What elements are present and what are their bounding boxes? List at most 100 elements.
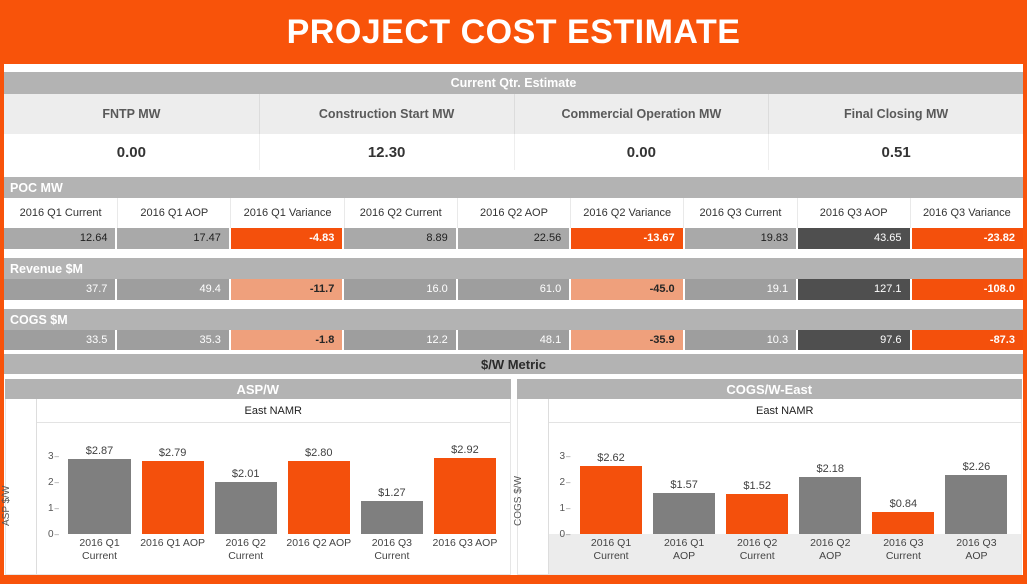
bar[interactable] xyxy=(579,465,643,534)
x-category-line: 2016 Q3 xyxy=(956,537,997,549)
bar[interactable] xyxy=(872,512,935,534)
matrix-cell[interactable]: -23.82 xyxy=(911,228,1023,249)
bar-slot: $2.92 xyxy=(428,423,501,534)
matrix-cell[interactable]: -1.8 xyxy=(230,330,343,350)
y-axis-strip: ASP $/W xyxy=(1,399,36,574)
bar-slot: $2.87 xyxy=(63,423,136,534)
bar-value-label: $2.18 xyxy=(816,463,845,476)
x-category-label: 2016 Q1 Current xyxy=(63,537,136,574)
x-category-line: Current xyxy=(885,550,921,562)
y-axis-title: ASP $/W xyxy=(1,485,12,526)
y-tick-label: 1 xyxy=(45,503,59,514)
y-axis-title: COGS $/W xyxy=(512,475,524,526)
matrix-column-header: 2016 Q2 Variance xyxy=(570,198,683,228)
matrix-cell[interactable]: 17.47 xyxy=(117,228,229,249)
matrix-column-header: 2016 Q3 AOP xyxy=(796,198,910,228)
matrix-value-row: 33.5 35.3 -1.8 12.2 48.1 -35.9 10.3 97.6 -87.3 xyxy=(4,330,1023,350)
metric-label: Construction Start MW xyxy=(258,94,514,134)
chart-main: East NAMR $2.62 $1.57 $1.52 $2.18 $0.84 $2.26… xyxy=(547,399,1021,574)
x-category-label: 2016 Q2 Current xyxy=(209,537,282,574)
matrix-cell[interactable]: 49.4 xyxy=(117,279,229,300)
bar[interactable] xyxy=(799,477,862,534)
x-category-label: 2016 Q1 AOP xyxy=(648,537,721,574)
bar-value-label: $1.52 xyxy=(743,480,771,493)
matrix-cell[interactable]: 43.65 xyxy=(798,228,910,249)
y-tick-label: 0 xyxy=(45,529,59,540)
x-category-line: 2016 Q3 xyxy=(883,537,924,549)
bars: $2.62 $1.57 $1.52 $2.18 $0.84 $2.26 xyxy=(575,423,1014,534)
bar[interactable] xyxy=(360,500,423,534)
matrix-cell[interactable]: -11.7 xyxy=(230,279,343,300)
matrix-cell[interactable]: -13.67 xyxy=(571,228,683,249)
matrix-column-header: 2016 Q2 Current xyxy=(343,198,457,228)
matrix-column-header: 2016 Q1 Variance xyxy=(230,198,343,228)
matrix-cell[interactable]: 12.2 xyxy=(344,330,456,350)
plot-area: $2.62 $1.57 $1.52 $2.18 $0.84 $2.26 0 1 2 3 xyxy=(559,423,1014,540)
section-title-cogs: COGS $M xyxy=(10,312,68,327)
x-category-line: 2016 Q2 xyxy=(225,537,266,549)
bars: $2.87 $2.79 $2.01 $2.80 $1.27 $2.92 xyxy=(63,423,502,534)
chart-title-asp-w: ASP/W xyxy=(5,379,511,399)
x-category-line: AOP xyxy=(673,550,696,562)
matrix-cell[interactable]: -108.0 xyxy=(911,279,1023,300)
matrix-value-row: 37.7 49.4 -11.7 16.0 61.0 -45.0 19.1 127.1 -108.… xyxy=(4,279,1023,300)
x-labels: 2016 Q1 Current 2016 Q1 AOP 2016 Q2 Current 20… xyxy=(548,534,1021,574)
divider xyxy=(4,170,1023,177)
matrix-cell[interactable]: 10.3 xyxy=(684,330,797,350)
x-category-line: Current xyxy=(739,550,775,562)
matrix-cell[interactable]: 35.3 xyxy=(117,330,229,350)
matrix-cell[interactable]: 97.6 xyxy=(798,330,910,350)
bar-slot: $0.84 xyxy=(867,423,940,534)
matrix-cell[interactable]: 16.0 xyxy=(344,279,456,300)
chart-panel: ASP/W ASP $/W East NAMR $2.87 $2.79 $2.01 $… xyxy=(1,379,511,575)
bar[interactable] xyxy=(214,481,277,534)
x-category-line: Current xyxy=(593,550,629,562)
matrix-cell[interactable]: 48.1 xyxy=(457,330,570,350)
y-tick-label: 3 xyxy=(557,451,571,462)
x-category-line: 2016 Q1 xyxy=(590,537,632,549)
matrix-cell[interactable]: -4.83 xyxy=(230,228,343,249)
section-title-poc-mw: POC MW xyxy=(10,180,63,195)
bar-value-label: $2.79 xyxy=(158,447,187,460)
bar[interactable] xyxy=(653,493,716,534)
matrix-cell[interactable]: 22.56 xyxy=(457,228,570,249)
matrix-cell[interactable]: 61.0 xyxy=(457,279,570,300)
matrix-column-header: 2016 Q1 AOP xyxy=(117,198,230,228)
x-category-label: 2016 Q2 Current xyxy=(721,537,794,574)
y-tick-label: 2 xyxy=(45,477,59,488)
matrix-cell[interactable]: 12.64 xyxy=(4,228,116,249)
bar[interactable] xyxy=(726,494,789,534)
matrix-cell[interactable]: 19.83 xyxy=(684,228,797,249)
divider xyxy=(4,300,1023,309)
matrix-cell[interactable]: -35.9 xyxy=(571,330,683,350)
bar-slot: $2.80 xyxy=(282,423,355,534)
matrix-cell[interactable]: 8.89 xyxy=(344,228,456,249)
x-category-line: Current xyxy=(82,550,118,562)
bar-value-label: $2.80 xyxy=(305,447,333,460)
matrix-cell[interactable]: 33.5 xyxy=(4,330,116,350)
bar-value-label: $2.62 xyxy=(597,451,625,464)
divider xyxy=(4,64,1023,72)
x-category-line: 2016 Q3 AOP xyxy=(432,537,498,549)
y-axis-strip: COGS $/W xyxy=(513,399,548,574)
bar[interactable] xyxy=(287,461,350,534)
matrix-cell[interactable]: 19.1 xyxy=(684,279,797,300)
matrix-cell[interactable]: 37.7 xyxy=(4,279,116,300)
section-title-sw-metric: $/W Metric xyxy=(480,356,546,372)
matrix-cell[interactable]: 127.1 xyxy=(798,279,910,300)
chart-body: ASP $/W East NAMR $2.87 $2.79 $2.01 $2.80 $1… xyxy=(1,399,511,575)
bar[interactable] xyxy=(68,459,131,534)
matrix-column-header: 2016 Q2 AOP xyxy=(456,198,570,228)
x-category-line: 2016 Q2 xyxy=(810,537,851,549)
bar-slot: $1.52 xyxy=(721,423,794,534)
bar-slot: $2.01 xyxy=(209,423,282,534)
matrix-cell[interactable]: -45.0 xyxy=(571,279,683,300)
bar[interactable] xyxy=(141,461,204,534)
x-category-label: 2016 Q3 AOP xyxy=(940,537,1013,574)
chart-subtitle: East NAMR xyxy=(548,399,1021,423)
matrix-cell[interactable]: -87.3 xyxy=(911,330,1023,350)
x-category-label: 2016 Q3 Current xyxy=(355,537,428,574)
bar[interactable] xyxy=(945,475,1008,534)
bar[interactable] xyxy=(433,458,496,534)
bar-slot: $2.62 xyxy=(575,423,648,534)
